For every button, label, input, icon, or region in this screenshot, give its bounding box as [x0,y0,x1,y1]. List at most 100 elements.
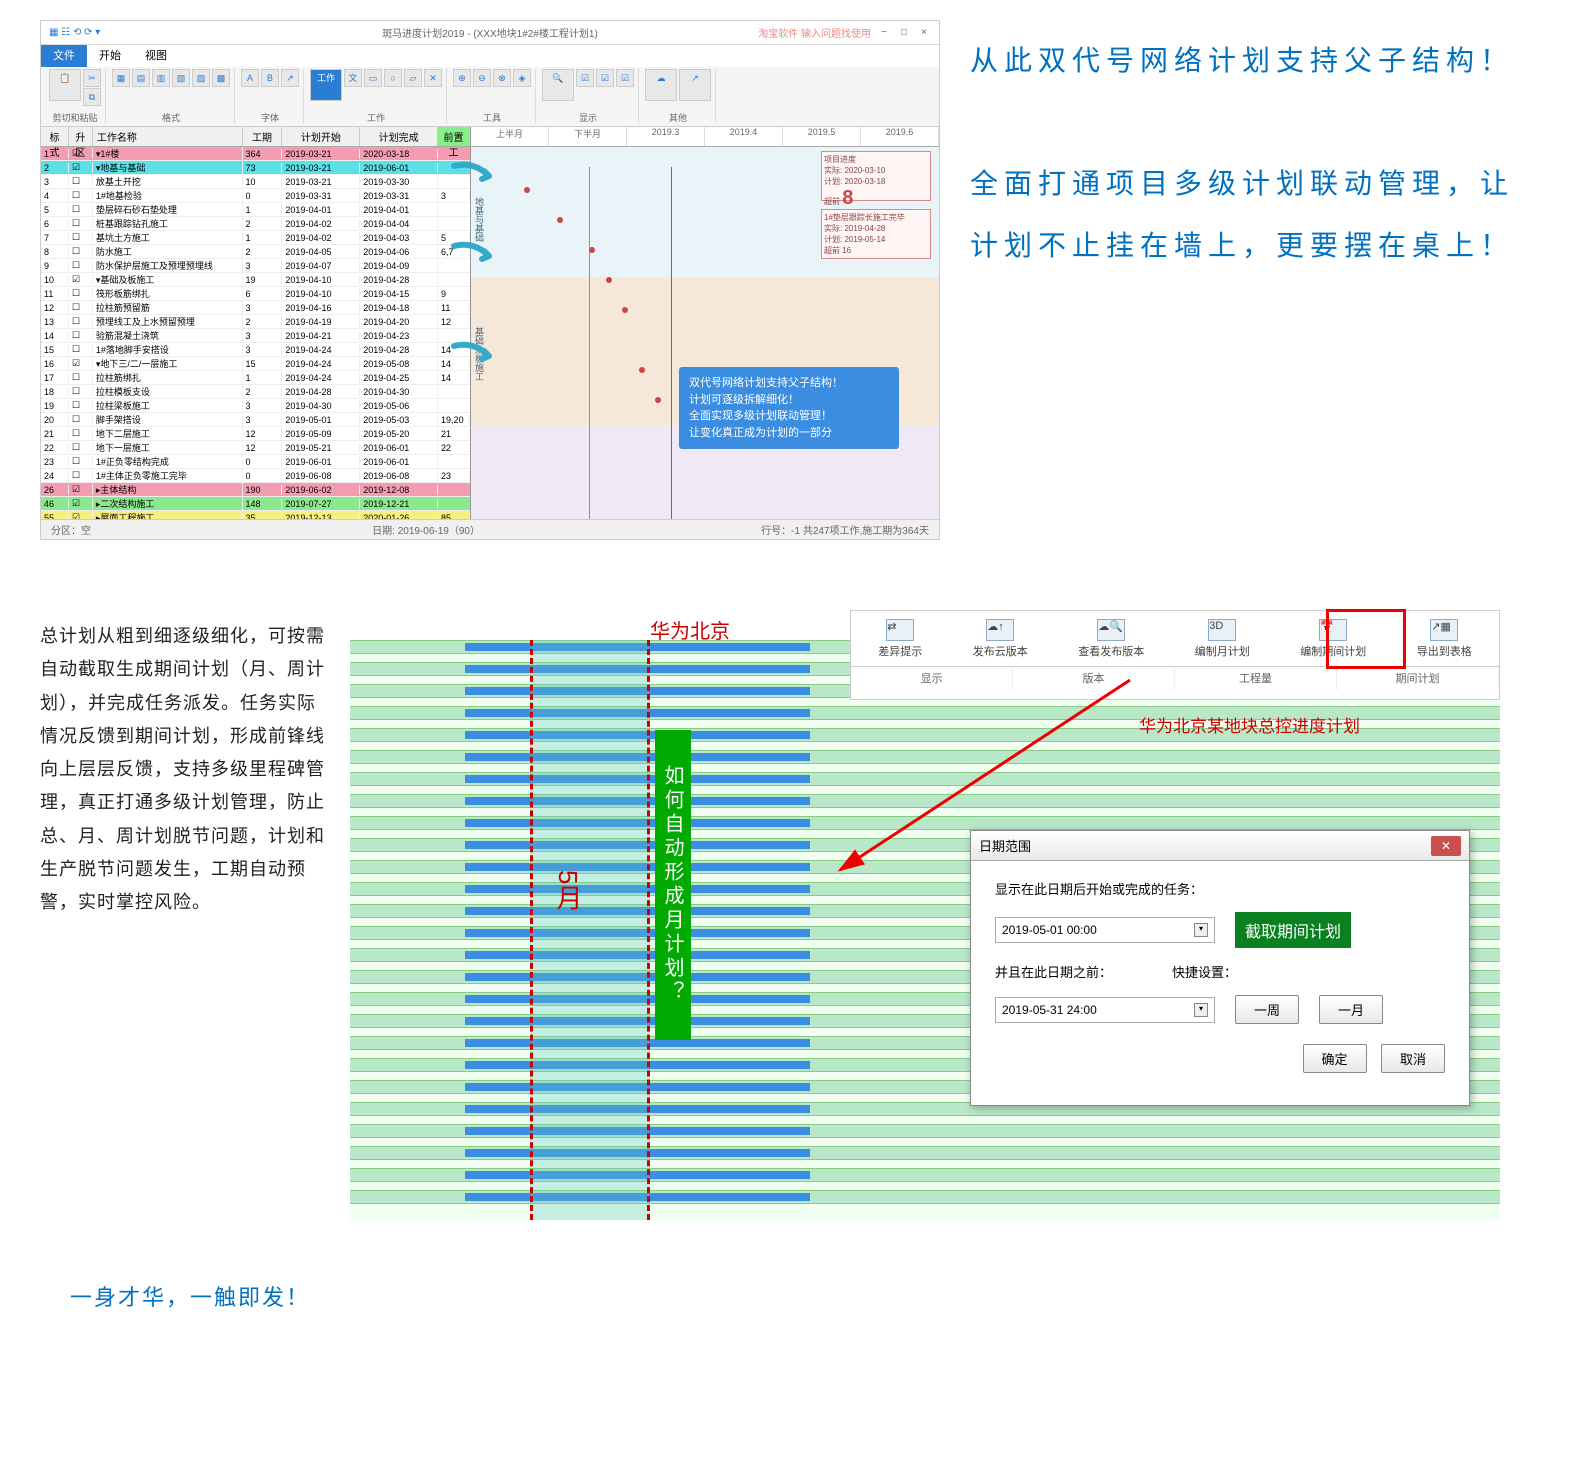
ribbon-btn-publish[interactable]: ☁↑发布云版本 [973,619,1028,659]
date-end-input[interactable]: 2019-05-31 24:00▾ [995,997,1215,1023]
ribbon-tab-view[interactable]: 视图 [133,45,179,67]
network-diagram [491,167,819,519]
cut-icon[interactable]: ✂ [83,69,101,87]
fmt-icon[interactable]: ▨ [192,69,210,87]
fmt-icon[interactable]: ▩ [212,69,230,87]
fmt-icon[interactable]: ▤ [132,69,150,87]
maximize-icon[interactable]: □ [897,26,911,40]
tool-icon[interactable]: 文 [344,69,362,87]
table-row[interactable]: 17☐ 拉柱筋绑扎12019-04-242019-04-2514 [41,371,470,385]
cloud-up-icon: ☁↑ [986,619,1014,641]
month-button[interactable]: 一月 [1319,995,1383,1024]
table-row[interactable]: 15☐ 1#落地脚手安搭设32019-04-242019-04-2814 [41,343,470,357]
ribbon-tab-file[interactable]: 文件 [41,45,87,67]
task-header: 标式 升区 工作名称 工期 计划开始 计划完成 前置工 [41,127,470,147]
cancel-button[interactable]: 取消 [1381,1044,1445,1073]
fmt-icon[interactable]: ▦ [112,69,130,87]
opt-icon[interactable]: ☑ [616,69,634,87]
tool-icon[interactable]: ○ [384,69,402,87]
description-paragraph: 总计划从粗到细逐级细化，可按需自动截取生成期间计划（月、周计划），并完成任务派发… [40,620,330,1220]
week-button[interactable]: 一周 [1235,995,1299,1024]
table-row[interactable]: 4☐ 1#地基检验02019-03-312019-03-313 [41,189,470,203]
ribbon-btn-diff[interactable]: ⇄差异提示 [878,619,922,659]
table-row[interactable]: 19☐ 拉柱梁板施工32019-04-302019-05-06 [41,399,470,413]
fmt-icon[interactable]: ▧ [172,69,190,87]
dropdown-icon[interactable]: ▾ [1194,1003,1208,1017]
search-hint[interactable]: 淘宝软件 输入问题找使用 [758,25,871,40]
tool-icon[interactable]: ✕ [424,69,442,87]
date-start-input[interactable]: 2019-05-01 00:00▾ [995,917,1215,943]
table-row[interactable]: 1☑▾1#楼3642019-03-212020-03-18 [41,147,470,161]
table-row[interactable]: 55☑▸屋面工程施工352019-12-132020-01-2685 [41,511,470,519]
ribbon-overlay: ⇄差异提示 ☁↑发布云版本 ☁🔍查看发布版本 3D编制月计划 📅编制期间计划 ↗… [850,610,1500,700]
arrow-icon [449,161,499,191]
gantt-chart[interactable]: 上半月 下半月 2019.3 2019.4 2019.5 2019.6 项目进度… [471,127,939,519]
dialog-label-1: 显示在此日期后开始或完成的任务： [995,879,1445,898]
dialog-label-2: 并且在此日期之前： [995,962,1112,981]
minimize-icon[interactable]: − [877,26,891,40]
table-row[interactable]: 21☐ 地下二层施工122019-05-092019-05-2021 [41,427,470,441]
opt-icon[interactable]: ☑ [576,69,594,87]
app-title: 斑马进度计划2019 - (XXX地块1#2#楼工程计划1) [382,25,598,40]
quickaccess: ▦ ☷ ⟲ ⟳ ▾ [49,27,100,38]
dropdown-icon[interactable]: ▾ [1194,923,1208,937]
copy-icon[interactable]: ⧉ [83,88,101,106]
ribbon-btn-viewpub[interactable]: ☁🔍查看发布版本 [1078,619,1144,659]
tool-icon[interactable]: ▱ [404,69,422,87]
table-row[interactable]: 26☑▸主体结构1902019-06-022019-12-08 [41,483,470,497]
highlight-box [1326,609,1406,669]
cloud-icon[interactable]: ☁ [645,69,677,101]
table-row[interactable]: 14☐ 验筋混凝土浇筑32019-04-212019-04-23 [41,329,470,343]
fmt-icon[interactable]: ▥ [152,69,170,87]
table-row[interactable]: 3☐ 放基土开挖102019-03-212019-03-30 [41,175,470,189]
table-row[interactable]: 10☑▾基础及板施工192019-04-102019-04-28 [41,273,470,287]
font-icon[interactable]: A [241,69,259,87]
table-row[interactable]: 9☐ 防水保护层施工及预埋预埋线32019-04-072019-04-09 [41,259,470,273]
app-screenshot-2: 华为北京 5月 如何自动形成月计划？ ⇄差异提示 ☁↑发布云版本 ☁🔍查看发布版… [350,620,1500,1220]
phase-label: 地基与基础 [473,197,486,242]
tool-icon[interactable]: ▭ [364,69,382,87]
tool-icon[interactable]: ⊗ [493,69,511,87]
font-icon[interactable]: B [261,69,279,87]
table-row[interactable]: 13☐ 预埋线工及上水预留预埋22019-04-192019-04-2012 [41,315,470,329]
paste-icon[interactable]: 📋 [49,69,81,101]
display-icon[interactable]: 🔍 [542,69,574,101]
ribbon-btn-3d[interactable]: 3D编制月计划 [1195,619,1250,659]
table-row[interactable]: 16☑▾地下三/二/一层施工152019-04-242019-05-0814 [41,357,470,371]
table-row[interactable]: 2☑▾地基与基础732019-03-212019-06-01 [41,161,470,175]
tool-icon[interactable]: ⊕ [453,69,471,87]
footer-tagline: 一身才华，一触即发！ [0,1240,1582,1352]
ribbon-tab-start[interactable]: 开始 [87,45,133,67]
table-row[interactable]: 20☐ 脚手架搭设32019-05-012019-05-0319,20 [41,413,470,427]
date-range-dialog: 日期范围 ✕ 显示在此日期后开始或完成的任务： 2019-05-01 00:00… [970,830,1470,1106]
export-icon[interactable]: ↗ [679,69,711,101]
table-row[interactable]: 46☑▸二次结构施工1482019-07-272019-12-21 [41,497,470,511]
table-row[interactable]: 24☐1#主体正负零施工完毕02019-06-082019-06-0823 [41,469,470,483]
task-table: 标式 升区 工作名称 工期 计划开始 计划完成 前置工 1☑▾1#楼364201… [41,127,471,519]
arrow-icon[interactable]: ↗ [281,69,299,87]
dialog-titlebar[interactable]: 日期范围 ✕ [971,831,1469,861]
table-row[interactable]: 7☐ 基坑土方施工12019-04-022019-04-035 [41,231,470,245]
app-titlebar: ▦ ☷ ⟲ ⟳ ▾ 斑马进度计划2019 - (XXX地块1#2#楼工程计划1)… [41,21,939,45]
table-row[interactable]: 12☐ 拉柱筋预留筋32019-04-162019-04-1811 [41,301,470,315]
table-row[interactable]: 18☐ 拉柱模板支设22019-04-282019-04-30 [41,385,470,399]
tool-icon[interactable]: ◈ [513,69,531,87]
ribbon-btn-export[interactable]: ↗▦导出到表格 [1417,619,1472,659]
table-row[interactable]: 8☐ 防水施工22019-04-052019-04-066,7 [41,245,470,259]
table-row[interactable]: 22☐ 地下一层施工122019-05-212019-06-0122 [41,441,470,455]
tool-icon[interactable]: ⊖ [473,69,491,87]
opt-icon[interactable]: ☑ [596,69,614,87]
question-callout: 如何自动形成月计划？ [655,730,691,1040]
table-row[interactable]: 23☐ 1#正负零结构完成02019-06-012019-06-01 [41,455,470,469]
month-range-highlight [530,640,650,1220]
table-row[interactable]: 6☐ 桩基跟踪钻孔施工22019-04-022019-04-04 [41,217,470,231]
work-icon[interactable]: 工作 [310,69,342,101]
table-row[interactable]: 5☐ 垫层碎石砂石垫处理12019-04-012019-04-01 [41,203,470,217]
progress-info-box-2: 1#垫层跟踪长施工完毕 实际: 2019-04-28 计划: 2019-05-1… [821,209,931,259]
dialog-close-button[interactable]: ✕ [1431,836,1461,856]
close-icon[interactable]: × [917,26,931,40]
ok-button[interactable]: 确定 [1303,1044,1367,1073]
month-label: 5月 [550,870,587,910]
diff-icon: ⇄ [886,619,914,641]
table-row[interactable]: 11☐ 筏形板筋绑扎62019-04-102019-04-159 [41,287,470,301]
